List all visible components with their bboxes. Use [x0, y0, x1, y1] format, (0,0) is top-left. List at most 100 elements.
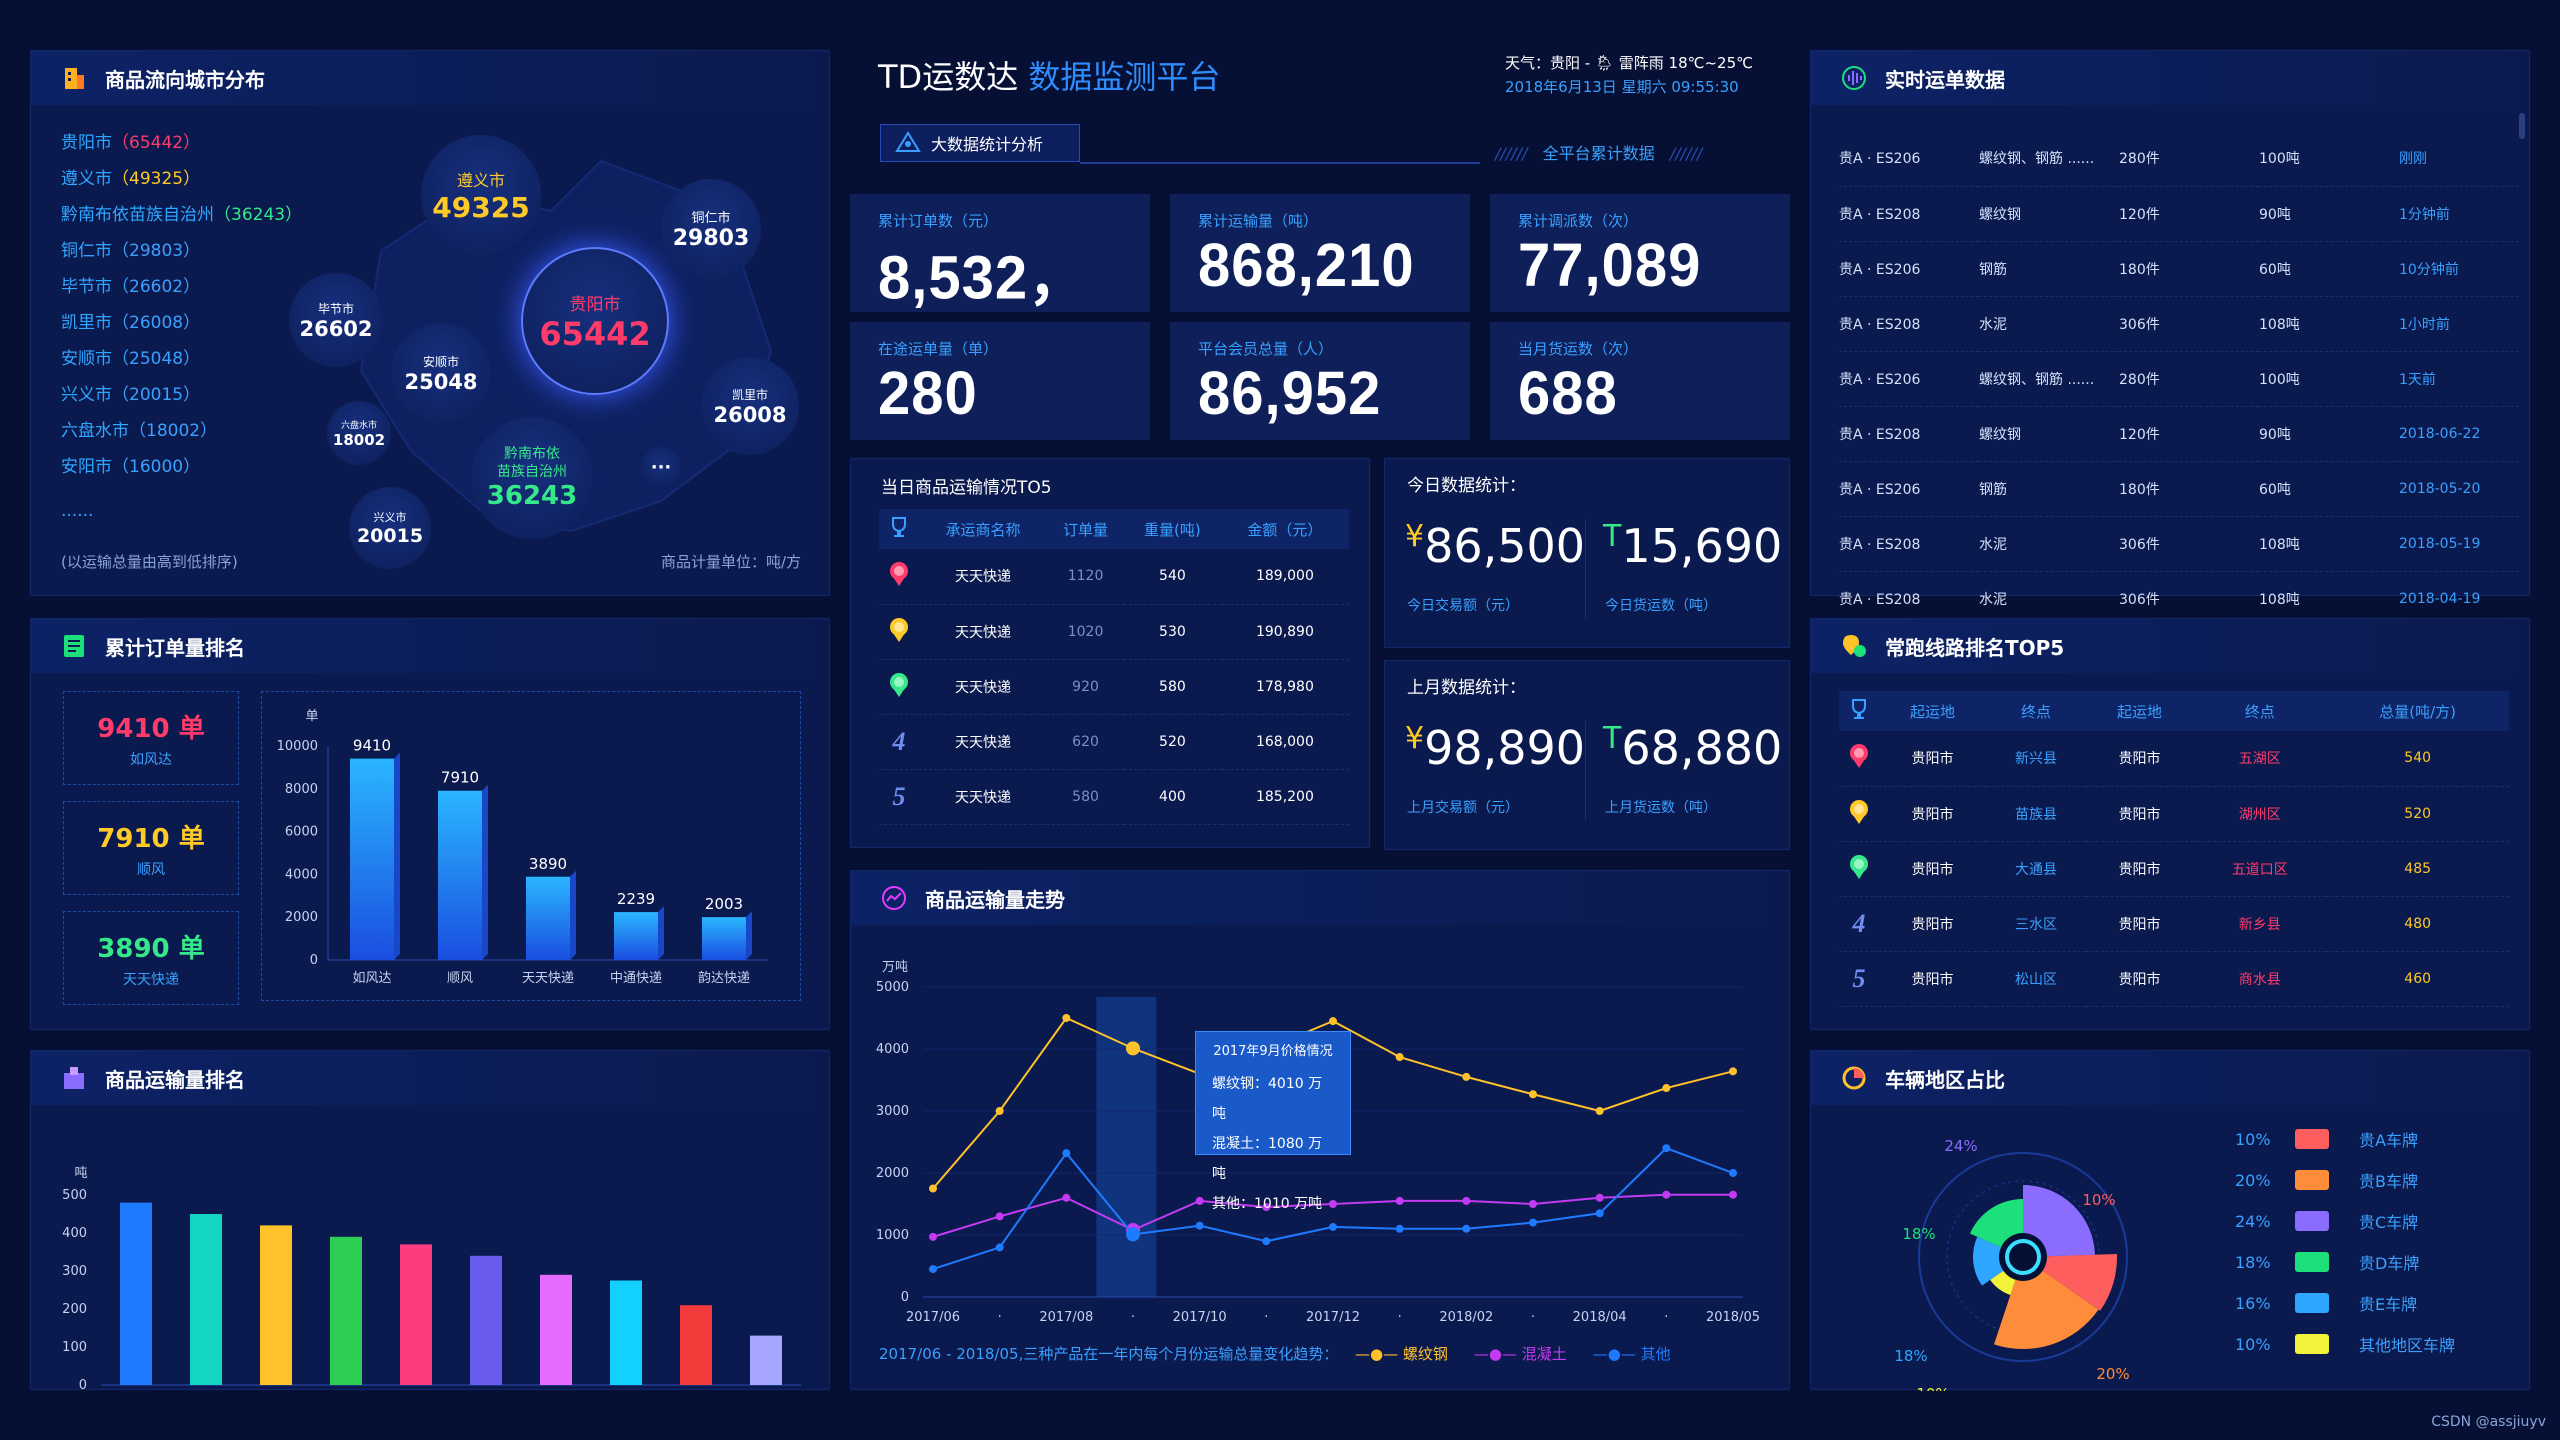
bubble-qiannan[interactable]: 黔南布依 苗族自治州 36243	[471, 417, 593, 539]
table-row[interactable]: 贵A · ES206 钢筋 180件 60吨 10分钟前	[1839, 241, 2519, 297]
legend-other[interactable]: —●— 其他	[1592, 1345, 1671, 1363]
data-point	[1595, 1209, 1604, 1218]
city-list-item[interactable]: 毕节市（26602）	[61, 269, 302, 305]
data-label: 2239	[617, 890, 655, 908]
table-cell: 贵阳市	[2086, 786, 2194, 842]
table-cell: 贵阳市	[2086, 731, 2194, 787]
city-list-item[interactable]: 凯里市（26008）	[61, 305, 302, 341]
legend-concrete[interactable]: —●— 混凝土	[1473, 1345, 1567, 1363]
medal-shape	[1854, 803, 1864, 814]
x-tick-label: 2017/06	[906, 1310, 960, 1325]
table-row[interactable]: 贵A · ES208 水泥 306件 108吨 1小时前	[1839, 296, 2519, 352]
table-cell	[1839, 731, 1879, 787]
col-origin[interactable]: 起运地	[1879, 691, 1987, 731]
table-row[interactable]: 贵A · ES208 螺纹钢 120件 90吨 1分钟前	[1839, 186, 2519, 242]
pie-slice	[2023, 1185, 2095, 1257]
tab-bigdata[interactable]: 大数据统计分析	[880, 124, 1080, 162]
table-cell: 贵A · ES208	[1839, 516, 1979, 572]
bar	[260, 1225, 292, 1385]
col-carrier[interactable]: 承运商名称	[919, 509, 1048, 549]
legend-swatch	[2295, 1293, 2329, 1313]
city-list-item[interactable]: 铜仁市（29803）	[61, 233, 302, 269]
city-panel-title: 商品流向城市分布	[105, 67, 265, 92]
table-cell: 贵阳市	[1879, 786, 1987, 842]
bubble-zunyi[interactable]: 遵义市 49325	[421, 135, 541, 255]
table-row[interactable]: 贵A · ES208 水泥 306件 108吨 2018-04-19	[1839, 571, 2519, 627]
data-point	[1329, 1017, 1337, 1026]
col-orders[interactable]: 订单量	[1047, 509, 1124, 549]
legend-item[interactable]: 18% 贵D车牌	[2235, 1251, 2419, 1273]
x-tick-label: 顺风	[447, 971, 473, 986]
data-point	[995, 1212, 1004, 1221]
legend-item[interactable]: 16% 贵E车牌	[2235, 1292, 2417, 1314]
bar-side	[482, 784, 488, 960]
table-row[interactable]: 贵A · ES208 水泥 306件 108吨 2018-05-19	[1839, 516, 2519, 572]
rank-number: 4	[892, 726, 906, 756]
bar	[470, 1255, 502, 1385]
table-row[interactable]: 天天快递 1120 540 189,000	[879, 549, 1349, 605]
table-row[interactable]: 天天快递 920 580 178,980	[879, 659, 1349, 715]
bubble-guiyang[interactable]: 贵阳市 65442	[521, 247, 669, 395]
bar-side	[658, 906, 664, 960]
table-row[interactable]: 贵A · ES206 螺纹钢、钢筋 ...... 280件 100吨 刚刚	[1839, 131, 2519, 187]
scrollbar[interactable]	[2519, 113, 2525, 139]
table-row[interactable]: 贵阳市 苗族县 贵阳市 湖州区 520	[1839, 786, 2509, 842]
col-total[interactable]: 总量(吨/方)	[2326, 691, 2509, 731]
bubble-more[interactable]: ···	[641, 447, 681, 487]
rank-card[interactable]: 3890 单天天快递	[63, 911, 239, 1005]
table-row[interactable]: 天天快递 1020 530 190,890	[879, 604, 1349, 660]
realtime-table: 贵A · ES206 螺纹钢、钢筋 ...... 280件 100吨 刚刚 贵A · ES…	[1839, 131, 2519, 627]
rank-card[interactable]: 7910 单顺风	[63, 801, 239, 895]
bubble-anshun[interactable]: 安顺市 25048	[391, 323, 491, 423]
table-cell: 贵A · ES206	[1839, 241, 1979, 297]
table-row[interactable]: 5 贵阳市 松山区 贵阳市 商水县 460	[1839, 951, 2509, 1007]
col-weight[interactable]: 重量(吨)	[1123, 509, 1221, 549]
table-row[interactable]: 贵阳市 大通县 贵阳市 五道口区 485	[1839, 841, 2509, 897]
legend-label: 其他地区车牌	[2359, 1336, 2456, 1355]
transport-bar-chart: 吨0100200300400500楚大项目思源项目大永二期临泊机场武昌项目功东项…	[62, 1166, 801, 1391]
table-cell: 天天快递	[919, 549, 1048, 605]
bar	[614, 912, 658, 960]
bubble-liupanshui[interactable]: 六盘水市 18002	[327, 401, 391, 465]
table-row[interactable]: 4 贵阳市 三水区 贵阳市 新乡县 480	[1839, 896, 2509, 952]
table-row[interactable]: 5 天天快递 580 400 185,200	[879, 769, 1349, 825]
city-list-item[interactable]: 兴义市（20015）	[61, 377, 302, 413]
city-list-item[interactable]: 黔南布依苗族自治州（36243）	[61, 197, 302, 233]
bubble-bijie[interactable]: 毕节市 26602	[289, 273, 383, 367]
legend-item[interactable]: 10% 贵A车牌	[2235, 1128, 2418, 1150]
ring	[1918, 1152, 2128, 1362]
legend-item[interactable]: 10% 其他地区车牌	[2235, 1333, 2455, 1355]
rank-card[interactable]: 9410 单如风达	[63, 691, 239, 785]
table-row[interactable]: 贵阳市 新兴县 贵阳市 五湖区 540	[1839, 731, 2509, 787]
col-destination-2[interactable]: 终点	[2193, 691, 2327, 731]
bubble-tongren[interactable]: 铜仁市 29803	[661, 179, 761, 279]
city-list-item[interactable]: 六盘水市（18002）	[61, 413, 302, 449]
rank-name: 如风达	[130, 752, 172, 768]
bubble-kaili[interactable]: 凯里市 26008	[701, 357, 799, 455]
city-list-item[interactable]: 安顺市（25048）	[61, 341, 302, 377]
legend-item[interactable]: 20% 贵B车牌	[2235, 1169, 2418, 1191]
kpi-in-transit: 在途运单量（单） 280	[850, 322, 1150, 440]
col-destination[interactable]: 终点	[1986, 691, 2087, 731]
city-list-item[interactable]: 贵阳市（65442）	[61, 125, 302, 161]
data-point	[1529, 1200, 1537, 1208]
table-cell: 刚刚	[2399, 131, 2519, 187]
legend-rebar[interactable]: —●— 螺纹钢	[1355, 1345, 1448, 1363]
col-amount[interactable]: 金额（元）	[1220, 509, 1349, 549]
legend-percent: 24%	[2235, 1211, 2271, 1231]
table-row[interactable]: 贵A · ES206 钢筋 180件 60吨 2018-05-20	[1839, 461, 2519, 517]
table-row[interactable]: 贵A · ES208 螺纹钢 120件 90吨 2018-06-22	[1839, 406, 2519, 462]
medal-shape	[1854, 858, 1864, 869]
city-list-item[interactable]: 安阳市（16000）	[61, 449, 302, 485]
medal-icon	[1850, 744, 1868, 769]
legend-item[interactable]: 24% 贵C车牌	[2235, 1210, 2418, 1232]
bar	[120, 1202, 152, 1385]
city-list-item[interactable]: 遵义市（49325）	[61, 161, 302, 197]
x-tick-label: ·	[1131, 1310, 1135, 1325]
bubble-xingyi[interactable]: 兴义市 20015	[349, 487, 431, 569]
divider	[1585, 519, 1586, 619]
table-row[interactable]: 贵A · ES206 螺纹钢、钢筋 ...... 280件 100吨 1天前	[1839, 351, 2519, 407]
table-row[interactable]: 4 天天快递 620 520 168,000	[879, 714, 1349, 770]
medal-icon	[890, 562, 908, 587]
col-origin-2[interactable]: 起运地	[2086, 691, 2194, 731]
